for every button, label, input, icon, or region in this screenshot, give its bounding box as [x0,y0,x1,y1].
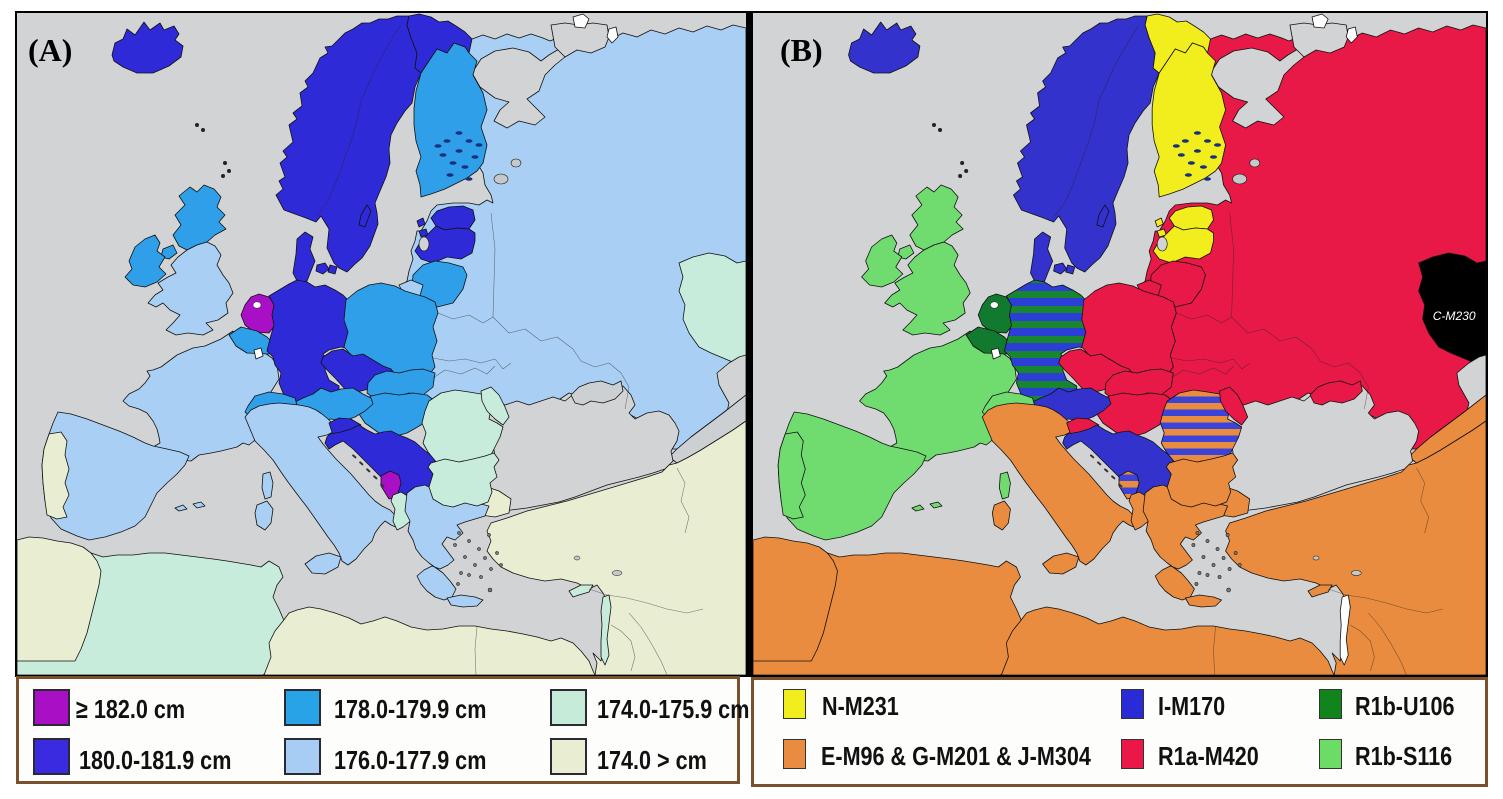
svg-text:C-M230: C-M230 [1433,309,1476,323]
